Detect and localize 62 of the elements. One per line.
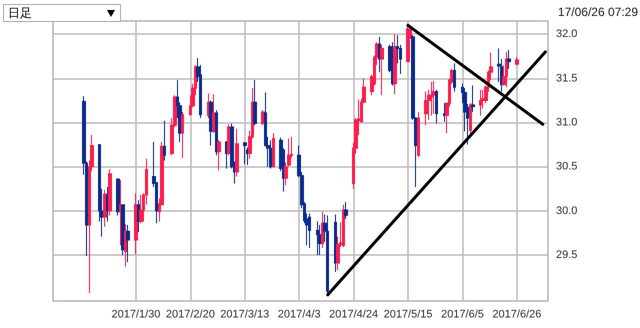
x-tick-label: 2017/2/20 <box>166 308 215 320</box>
candlestick <box>215 110 218 156</box>
candlestick <box>453 62 456 92</box>
candlestick <box>515 56 519 66</box>
x-tick-label: 2017/4/24 <box>329 308 378 320</box>
candlestick <box>391 42 394 86</box>
x-tick-label: 2017/1/30 <box>111 308 160 320</box>
candlestick <box>344 202 348 220</box>
candlestick <box>424 91 428 126</box>
candlestick <box>119 179 122 246</box>
x-tick-label: 2017/6/26 <box>492 308 542 320</box>
x-tick-label: 2017/5/15 <box>384 308 433 320</box>
candlestick <box>406 23 410 62</box>
candlestick <box>269 140 272 170</box>
y-tick-label: 30.0 <box>556 204 578 217</box>
candlestick <box>137 200 140 233</box>
candlestick <box>121 204 125 256</box>
candlestick <box>316 221 319 256</box>
candlestick <box>505 51 508 88</box>
y-tick-label: 32.0 <box>556 28 578 40</box>
candlestick <box>469 102 472 136</box>
candlestick <box>225 140 228 170</box>
x-tick-label: 2017/3/13 <box>220 308 270 320</box>
text: 17/06/26 07:29 <box>558 5 638 19</box>
candlestick <box>432 80 436 114</box>
candlestick <box>393 34 397 95</box>
candlestick <box>326 214 329 294</box>
candlestick <box>318 224 322 256</box>
candlestick <box>334 214 337 272</box>
x-tick-label: 2017/4/3 <box>278 308 321 320</box>
y-tick-label: 29.5 <box>556 249 578 262</box>
y-tick-label: 31.5 <box>556 72 578 84</box>
candlestick <box>308 213 311 249</box>
candlestick <box>430 81 433 116</box>
candlestick <box>342 204 345 248</box>
candlestick <box>479 89 482 116</box>
candlestick <box>417 111 420 158</box>
candlestick <box>217 140 221 171</box>
candlestick <box>378 36 381 73</box>
candlestick <box>139 194 143 224</box>
candlestick <box>212 94 215 134</box>
y-tick-label: 31.0 <box>556 116 578 129</box>
candlestick <box>116 178 120 216</box>
candlestick <box>321 211 324 249</box>
candlestick <box>471 84 475 112</box>
candlestick <box>235 128 239 177</box>
candlestick <box>134 192 138 255</box>
x-tick-label: 2017/6/5 <box>441 308 484 320</box>
candlestick <box>163 120 166 162</box>
candlestick <box>253 80 257 126</box>
dropdown: 日足 <box>3 4 121 22</box>
candlestick <box>507 50 511 70</box>
candlestick <box>443 102 446 122</box>
candlestick <box>272 132 275 168</box>
candlestick <box>209 100 213 146</box>
candlestick <box>181 111 184 158</box>
candlestick <box>126 224 130 263</box>
candlestick <box>124 224 127 268</box>
candlestick <box>435 89 438 124</box>
candlestick <box>380 44 384 96</box>
y-tick-label: 30.5 <box>556 160 578 173</box>
candlestick <box>243 142 247 165</box>
